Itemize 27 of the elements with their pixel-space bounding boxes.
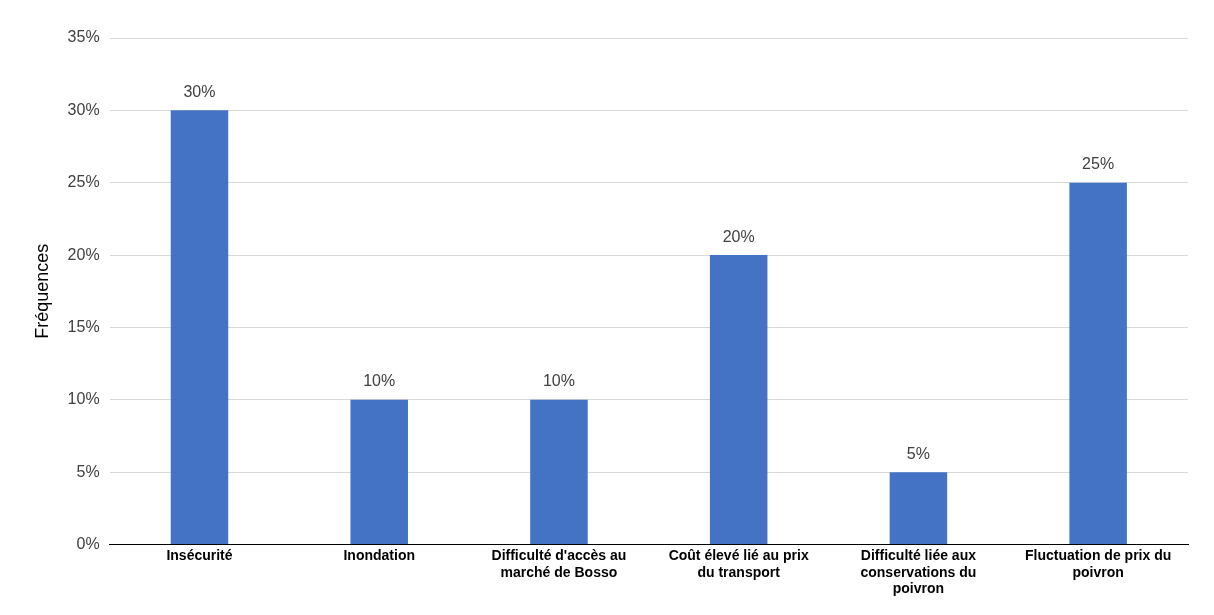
y-tick-label: 20% [67, 245, 100, 263]
bar [530, 399, 588, 545]
x-tick-label: Insécurité [166, 546, 233, 563]
bar [889, 472, 948, 545]
x-tick-label: Fluctuation de prix du poivron [1025, 546, 1172, 580]
y-tick-label: 10% [67, 390, 100, 408]
data-label: 10% [363, 372, 396, 390]
bar [709, 255, 768, 545]
y-tick-label: 15% [67, 317, 100, 335]
x-tick-label: Coût élevé lié au prix du transport [668, 546, 809, 580]
y-tick-label: 5% [76, 462, 100, 480]
x-tick-label: Difficulté liée aux conservations du poivron [860, 546, 977, 597]
y-tick-label: 25% [67, 173, 100, 191]
data-label: 10% [542, 372, 575, 390]
data-label: 5% [906, 444, 930, 462]
y-axis-title: Fréquences [31, 243, 52, 339]
bar [350, 399, 408, 545]
x-tick-label: Inondation [343, 546, 415, 563]
bar [1069, 182, 1127, 545]
y-tick-label: 35% [67, 28, 100, 46]
data-label: 30% [183, 82, 216, 100]
y-tick-label: 30% [67, 100, 100, 118]
data-label: 20% [722, 227, 755, 245]
x-tick-label: Difficulté d'accès au marché de Bosso [491, 546, 627, 580]
data-label: 25% [1082, 155, 1115, 173]
y-tick-label: 0% [76, 535, 100, 553]
bar [170, 110, 229, 545]
